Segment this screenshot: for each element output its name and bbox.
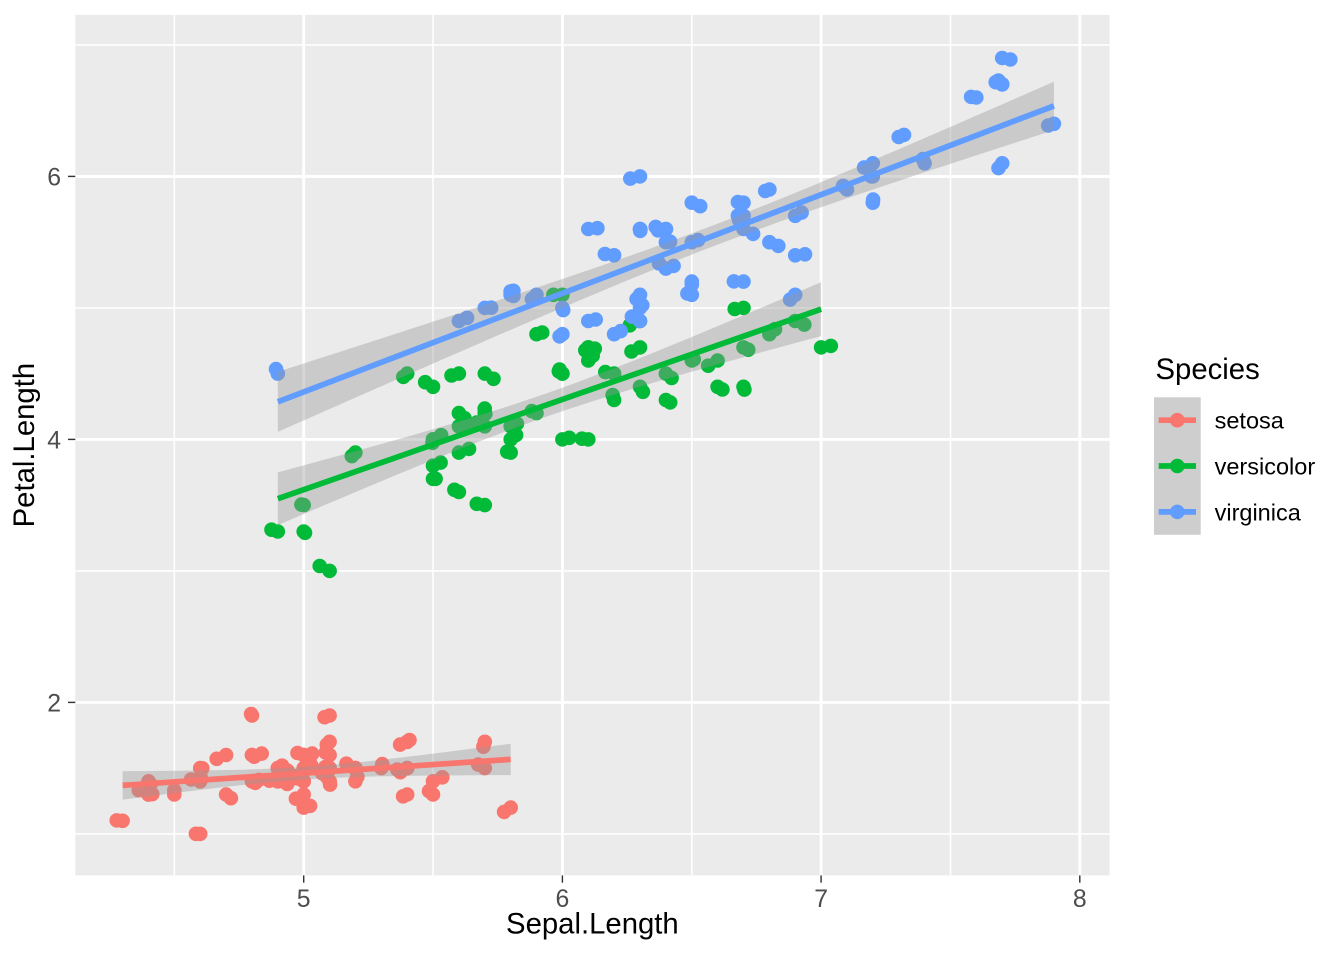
svg-text:7: 7 [814, 886, 828, 913]
svg-text:Petal.Length: Petal.Length [8, 363, 41, 528]
svg-text:versicolor: versicolor [1215, 453, 1316, 479]
svg-text:Sepal.Length: Sepal.Length [506, 908, 679, 941]
svg-text:Species: Species [1156, 353, 1260, 386]
svg-text:2: 2 [47, 691, 61, 718]
svg-text:5: 5 [297, 886, 311, 913]
svg-text:virginica: virginica [1215, 499, 1302, 525]
svg-text:6: 6 [47, 165, 61, 192]
svg-text:6: 6 [556, 886, 570, 913]
svg-text:4: 4 [47, 428, 61, 455]
svg-text:setosa: setosa [1215, 408, 1285, 434]
svg-text:8: 8 [1073, 886, 1087, 913]
